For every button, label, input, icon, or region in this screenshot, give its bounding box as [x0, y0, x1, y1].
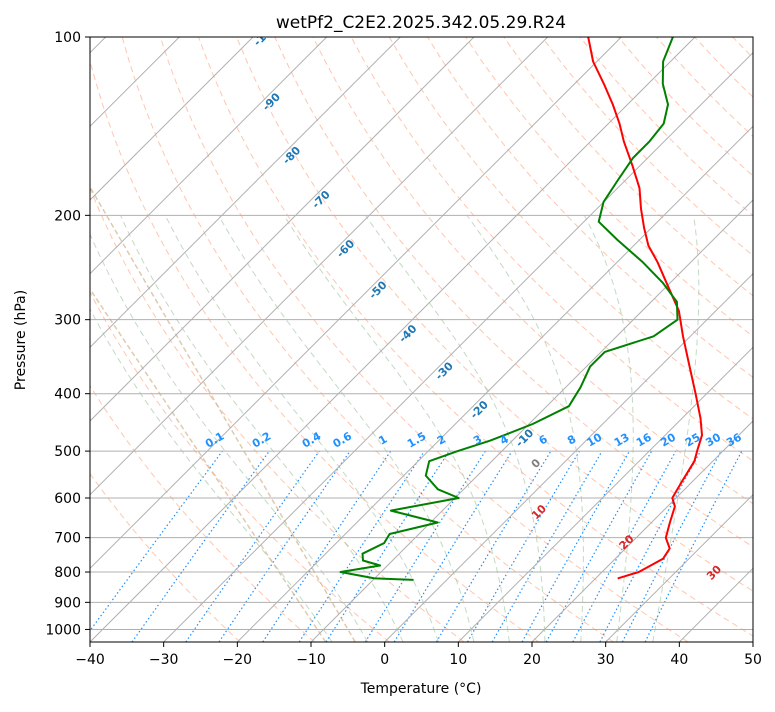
x-tick-label: 50 — [744, 652, 762, 668]
x-tick-label: 20 — [523, 652, 541, 668]
y-axis-label: Pressure (hPa) — [13, 290, 29, 390]
x-tick-label: 0 — [380, 652, 389, 668]
y-tick-label: 800 — [54, 565, 81, 581]
y-tick-label: 900 — [54, 595, 81, 611]
x-tick-label: 40 — [670, 652, 688, 668]
y-tick-label: 700 — [54, 531, 81, 547]
x-tick-label: 10 — [449, 652, 467, 668]
y-tick-label: 200 — [54, 208, 81, 224]
x-tick-label: 30 — [597, 652, 615, 668]
x-tick-label: −10 — [296, 652, 326, 668]
x-tick-label: −20 — [223, 652, 253, 668]
y-tick-label: 1000 — [45, 622, 81, 638]
x-tick-label: −40 — [75, 652, 105, 668]
x-tick-label: −30 — [149, 652, 179, 668]
y-tick-label: 400 — [54, 387, 81, 403]
y-tick-label: 100 — [54, 30, 81, 46]
chart-title: wetPf2_C2E2.2025.342.05.29.R24 — [276, 13, 566, 33]
y-tick-label: 500 — [54, 444, 81, 460]
y-tick-label: 600 — [54, 491, 81, 507]
x-axis-label: Temperature (°C) — [360, 681, 482, 697]
y-tick-label: 300 — [54, 313, 81, 329]
